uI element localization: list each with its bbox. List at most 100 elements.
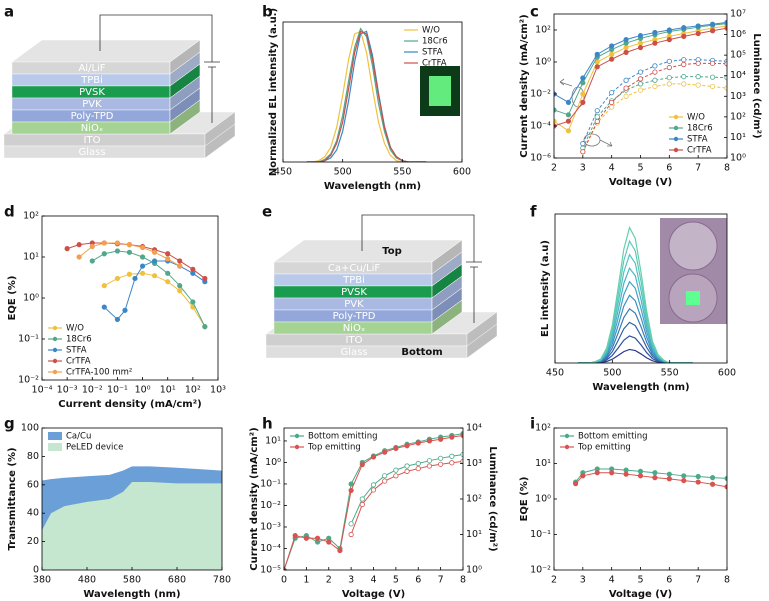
plot-area xyxy=(284,430,463,570)
y2-tick-label: 10⁰ xyxy=(730,153,746,164)
marker xyxy=(415,460,421,467)
x-tick-label: 3 xyxy=(580,163,586,174)
marker xyxy=(623,471,629,477)
x-tick-label: 10⁰ xyxy=(135,385,151,396)
chart-f: f 450 500 550 600 Wavelength (nm) EL intensity… xyxy=(530,203,736,394)
marker xyxy=(426,458,433,464)
x-tick-label: 8 xyxy=(724,575,730,586)
legend-marker xyxy=(673,125,679,131)
y-tick-label: 20 xyxy=(27,536,39,547)
legend-label: W/O xyxy=(687,113,705,123)
line xyxy=(306,30,427,162)
marker xyxy=(681,57,687,63)
marker xyxy=(681,61,687,68)
marker xyxy=(404,443,410,449)
marker xyxy=(623,44,629,51)
y2-tick-label: 10¹ xyxy=(730,132,746,143)
marker xyxy=(348,531,354,538)
layer-label: NiOₓ xyxy=(343,323,366,334)
stack-top xyxy=(273,239,463,263)
marker xyxy=(359,501,365,508)
x-tick-label: 780 xyxy=(213,575,231,586)
x-tick-label: 0 xyxy=(281,575,287,586)
marker xyxy=(114,275,121,282)
bottom-label: Bottom xyxy=(401,347,442,358)
chart-g: g 380 480 580 680 780 0 20 40 60 80 100 Wavelength (… xyxy=(4,415,231,601)
legend-label: W/O xyxy=(66,324,84,334)
panel-letter: f xyxy=(530,203,537,221)
legend-label: CrTFA-100 mm² xyxy=(66,368,132,378)
marker xyxy=(565,128,572,134)
marker xyxy=(637,87,644,93)
marker xyxy=(681,74,687,80)
marker xyxy=(126,249,133,255)
marker xyxy=(652,29,658,36)
x-tick-label: 580 xyxy=(123,575,141,586)
axes-frame xyxy=(554,213,728,364)
y-tick-label: 10² xyxy=(23,211,39,222)
y-tick-label: 10⁰ xyxy=(535,494,551,505)
plot-area xyxy=(64,240,208,330)
marker xyxy=(326,539,332,545)
panel-letter: c xyxy=(530,3,539,21)
marker xyxy=(177,283,183,289)
marker xyxy=(637,44,644,51)
x-axis-label: Wavelength (nm) xyxy=(324,181,421,192)
marker xyxy=(132,275,138,282)
panel-letter: h xyxy=(262,415,273,433)
y-tick-label: 80 xyxy=(27,451,39,462)
y2-tick-label: 10⁶ xyxy=(730,29,746,40)
marker xyxy=(695,23,701,29)
y-tick-label: 10⁻¹ xyxy=(18,334,39,345)
y-tick-label: 10⁻¹ xyxy=(530,529,551,540)
legend-label: Top emitting xyxy=(577,443,631,453)
marker xyxy=(609,51,615,57)
x-axis-label: Wavelength (nm) xyxy=(592,382,689,393)
marker xyxy=(609,470,615,476)
marker xyxy=(709,21,716,27)
legend-label: 18Cr6 xyxy=(422,37,448,47)
marker xyxy=(64,246,70,252)
y-tick-label: 10⁻² xyxy=(530,89,551,100)
y-tick-label: 10⁻¹ xyxy=(260,478,281,489)
marker xyxy=(292,532,298,539)
x-tick-label: 2 xyxy=(551,575,557,586)
layer-label: Glass xyxy=(78,147,105,158)
plot-area xyxy=(42,466,222,570)
marker xyxy=(449,434,455,440)
layer-label: TPBi xyxy=(342,275,365,286)
marker xyxy=(652,475,658,481)
marker xyxy=(623,37,629,43)
marker xyxy=(76,254,82,260)
marker xyxy=(449,453,455,459)
marker xyxy=(594,118,600,125)
marker xyxy=(139,244,146,251)
marker xyxy=(709,83,716,90)
marker xyxy=(565,99,572,105)
marker xyxy=(151,258,158,264)
marker xyxy=(190,266,196,272)
legend-marker xyxy=(564,444,570,450)
x-tick-label: 10⁻² xyxy=(82,385,103,396)
marker xyxy=(709,481,716,487)
marker xyxy=(580,141,586,147)
y2-tick-label: 10⁴ xyxy=(466,423,482,434)
x-tick-label: 7 xyxy=(695,575,701,586)
marker xyxy=(101,283,107,289)
legend-label: W/O xyxy=(422,26,440,36)
line xyxy=(577,348,693,363)
inset-glow xyxy=(686,291,700,305)
y2-tick-label: 10⁵ xyxy=(730,50,746,61)
x-tick-label: 8 xyxy=(460,575,466,586)
marker xyxy=(139,254,146,260)
y-axis-label: Current density (mA/cm²) xyxy=(249,427,260,570)
layer-label: PVSK xyxy=(79,87,105,98)
x-tick-label: 5 xyxy=(637,163,643,174)
x-tick-label: 480 xyxy=(78,575,96,586)
marker xyxy=(139,270,146,276)
x-tick-label: 1 xyxy=(303,575,309,586)
legend-label: Bottom emitting xyxy=(308,432,378,442)
marker xyxy=(190,299,196,305)
marker xyxy=(652,40,658,46)
chart-d: d 10⁻⁴ 10⁻³ 10⁻² 10⁻¹ 10⁰ 10¹ 10² 10³ 10⁻² 10⁻¹ 10⁰… xyxy=(4,203,226,411)
